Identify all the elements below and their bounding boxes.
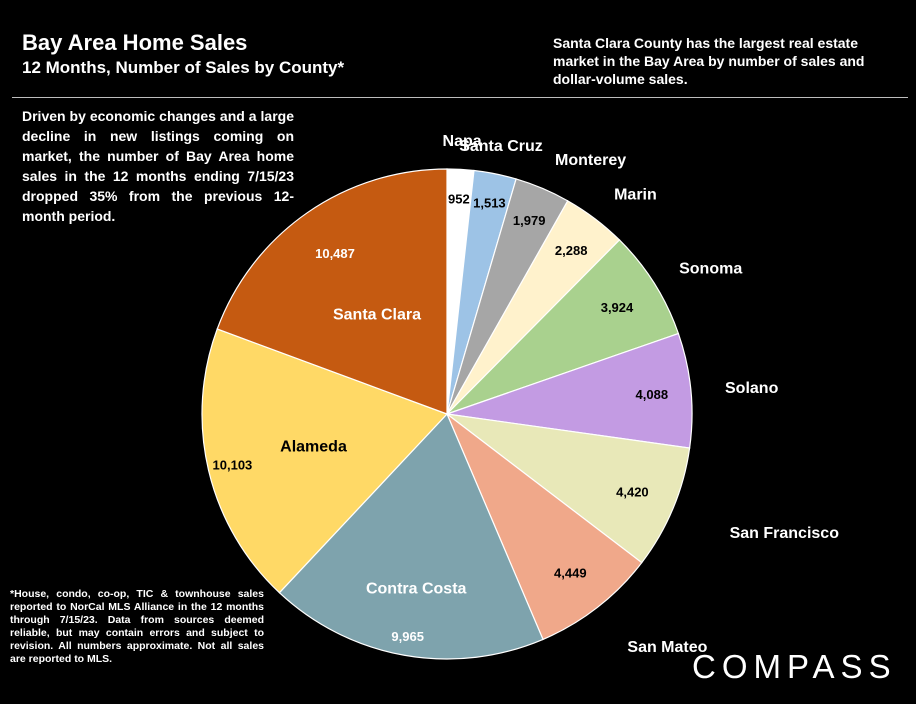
value-label-solano: 4,088	[636, 387, 669, 402]
value-label-santa-cruz: 1,513	[473, 196, 506, 211]
value-label-alameda: 10,103	[213, 458, 253, 473]
category-label-contra-costa: Contra Costa	[366, 581, 467, 598]
value-label-san-francisco: 4,420	[616, 485, 649, 500]
pie-slice-san-francisco	[444, 413, 691, 564]
pie-slice-san-mateo	[445, 412, 643, 641]
category-label-sonoma: Sonoma	[679, 261, 742, 278]
pie-labels: 952 Napa 1,513 Santa Cruz 1,979 Monterey 2,288…	[213, 133, 840, 656]
category-label-marin: Marin	[614, 186, 657, 203]
chart-title: Bay Area Home Sales	[22, 30, 248, 55]
category-label-monterey: Monterey	[555, 152, 626, 169]
category-label-san-mateo: San Mateo	[627, 639, 707, 656]
value-label-napa: 952	[448, 192, 470, 207]
value-label-santa-clara: 10,487	[315, 246, 355, 261]
pie-slice-solano	[446, 332, 693, 449]
value-label-contra-costa: 9,965	[391, 629, 424, 644]
callout-text: Santa Clara County has the largest real …	[553, 35, 865, 87]
category-label-napa: Napa	[443, 133, 482, 150]
intro-text: Driven by economic changes and a large d…	[22, 108, 294, 224]
category-label-santa-cruz: Santa Cruz	[459, 138, 543, 155]
value-label-sonoma: 3,924	[601, 300, 634, 315]
footnote: *House, condo, co-op, TIC & townhouse sa…	[10, 588, 264, 665]
compass-logo: COMPASS	[692, 648, 897, 685]
header-divider	[12, 97, 908, 98]
value-label-san-mateo: 4,449	[554, 566, 587, 581]
pie-slice-alameda	[201, 328, 449, 594]
pie-slice-sonoma	[446, 239, 680, 415]
pie-slices	[201, 168, 693, 660]
category-label-santa-clara: Santa Clara	[333, 307, 421, 324]
chart-subtitle: 12 Months, Number of Sales by County*	[22, 58, 345, 77]
pie-slice-santa-clara	[216, 168, 448, 415]
pie-slice-contra-costa	[278, 412, 544, 660]
value-label-marin: 2,288	[555, 243, 588, 258]
category-label-alameda: Alameda	[280, 439, 347, 456]
value-label-monterey: 1,979	[513, 213, 546, 228]
category-label-san-francisco: San Francisco	[730, 525, 840, 542]
category-label-solano: Solano	[725, 380, 779, 397]
